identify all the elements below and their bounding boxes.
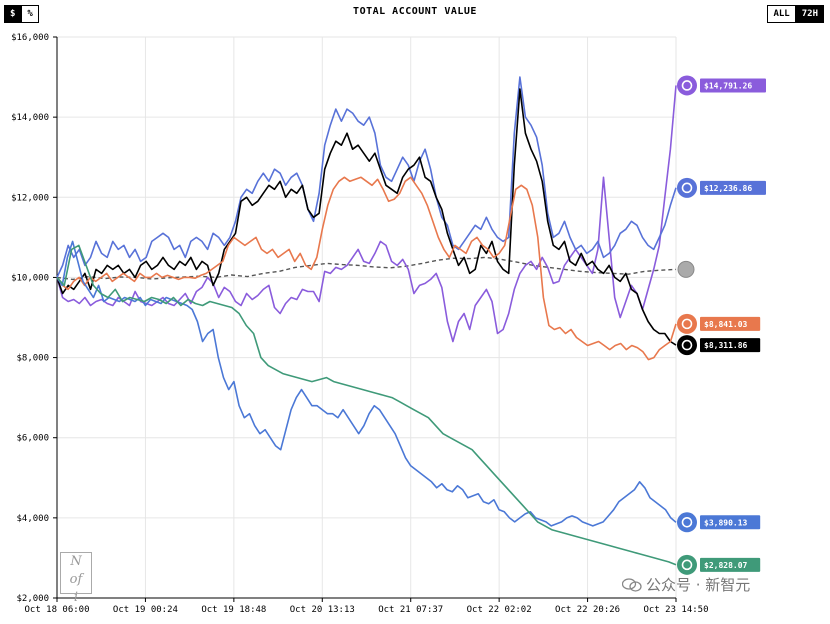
end-value-label: $8,311.86 bbox=[704, 341, 748, 350]
star-icon bbox=[677, 512, 697, 533]
y-tick-label: $4,000 bbox=[16, 514, 49, 524]
end-value-box bbox=[700, 338, 761, 353]
spiral-icon bbox=[677, 75, 697, 96]
y-tick-label: $8,000 bbox=[16, 354, 49, 364]
icon-glyph bbox=[681, 318, 693, 330]
end-value-label: $8,841.03 bbox=[704, 320, 748, 329]
end-value-box bbox=[700, 316, 761, 331]
openai-icon bbox=[677, 554, 697, 575]
icon-glyph bbox=[681, 516, 693, 528]
unit-toggle: $ % bbox=[4, 5, 39, 23]
y-tick-label: $14,000 bbox=[11, 113, 49, 123]
series-line bbox=[56, 244, 677, 566]
end-value-box bbox=[700, 180, 766, 195]
end-value-box bbox=[700, 515, 761, 530]
icon-glyph bbox=[681, 182, 693, 194]
percent-toggle-button[interactable]: % bbox=[21, 5, 39, 23]
end-value-label: $14,791.26 bbox=[704, 81, 752, 90]
x-tick-label: Oct 21 07:37 bbox=[378, 605, 443, 615]
sparkle-icon bbox=[677, 313, 697, 334]
y-tick-label: $10,000 bbox=[11, 273, 49, 283]
claude-icon bbox=[677, 177, 697, 198]
x-tick-label: Oct 22 02:02 bbox=[467, 605, 532, 615]
wechat-icon bbox=[622, 577, 642, 592]
x-tick-label: Oct 20 13:13 bbox=[290, 605, 355, 615]
end-value-label: $3,890.13 bbox=[704, 518, 748, 527]
range-toggle: ALL 72H bbox=[767, 5, 824, 23]
x-tick-label: Oct 18 06:00 bbox=[24, 605, 89, 615]
icon-glyph bbox=[681, 339, 693, 351]
range-72h-button[interactable]: 72H bbox=[795, 5, 824, 23]
y-tick-label: $2,000 bbox=[16, 594, 49, 604]
chart-title: TOTAL ACCOUNT VALUE bbox=[353, 6, 477, 17]
wechat-source-text: 公众号 · 新智元 bbox=[646, 576, 751, 594]
series-line bbox=[56, 88, 677, 346]
end-value-label: $2,828.07 bbox=[704, 561, 748, 570]
x-tick-label: Oct 19 18:48 bbox=[201, 605, 266, 615]
series-line bbox=[56, 85, 677, 343]
y-tick-label: $12,000 bbox=[11, 193, 49, 203]
icon-glyph bbox=[681, 559, 693, 571]
wechat-watermark: 公众号 · 新智元 bbox=[622, 574, 750, 595]
baseline-end-icon bbox=[677, 260, 695, 278]
dollar-toggle-button[interactable]: $ bbox=[4, 5, 22, 23]
x-tick-label: Oct 23 14:50 bbox=[643, 605, 708, 615]
x-tick-label: Oct 22 20:26 bbox=[555, 605, 620, 615]
y-tick-label: $16,000 bbox=[11, 33, 49, 43]
series-line bbox=[56, 176, 677, 361]
deepseek-icon bbox=[677, 335, 697, 356]
range-all-button[interactable]: ALL bbox=[767, 5, 796, 23]
series-line bbox=[56, 76, 677, 278]
series-line bbox=[56, 240, 677, 527]
end-value-box bbox=[700, 557, 761, 572]
baseline-line bbox=[56, 256, 677, 281]
icon-glyph bbox=[681, 80, 693, 91]
end-value-box bbox=[700, 78, 766, 93]
x-tick-label: Oct 19 00:24 bbox=[113, 605, 178, 615]
y-tick-label: $6,000 bbox=[16, 434, 49, 444]
end-value-label: $12,236.86 bbox=[704, 184, 752, 193]
